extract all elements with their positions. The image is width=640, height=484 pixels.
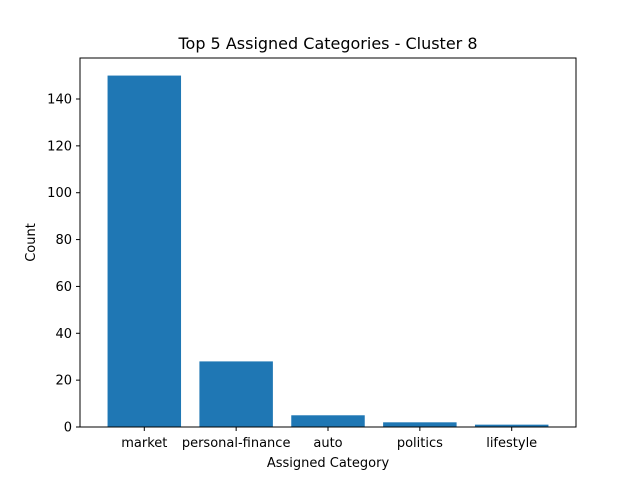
bar-market (107, 75, 182, 428)
bar-politics (383, 422, 457, 427)
y-axis: 0 20 40 60 80 100 120 140 (47, 93, 80, 436)
y-tick-label: 60 (55, 280, 72, 295)
y-tick-label: 100 (47, 186, 72, 201)
y-tick-label: 120 (47, 139, 72, 154)
x-axis-label: Assigned Category (267, 456, 390, 471)
bar-personal-finance (199, 361, 273, 427)
bars-group (107, 75, 549, 428)
y-tick-label: 20 (55, 374, 72, 389)
y-tick-label: 80 (55, 233, 72, 248)
y-tick-label: 140 (47, 93, 72, 108)
plot-frame (79, 57, 577, 428)
x-tick-label: lifestyle (486, 436, 537, 451)
y-tick-label: 40 (55, 327, 72, 342)
x-tick-label: auto (313, 436, 342, 451)
x-tick-label: personal-finance (182, 436, 291, 451)
y-axis-label: Count (24, 223, 39, 262)
bar-auto (291, 415, 365, 427)
x-tick-label: market (121, 436, 167, 451)
bar-lifestyle (474, 424, 549, 427)
y-tick-label: 0 (64, 421, 72, 436)
chart-title: Top 5 Assigned Categories - Cluster 8 (177, 34, 477, 53)
x-axis: market personal-finance auto politics lifest… (121, 427, 537, 451)
x-tick-label: politics (397, 436, 443, 451)
